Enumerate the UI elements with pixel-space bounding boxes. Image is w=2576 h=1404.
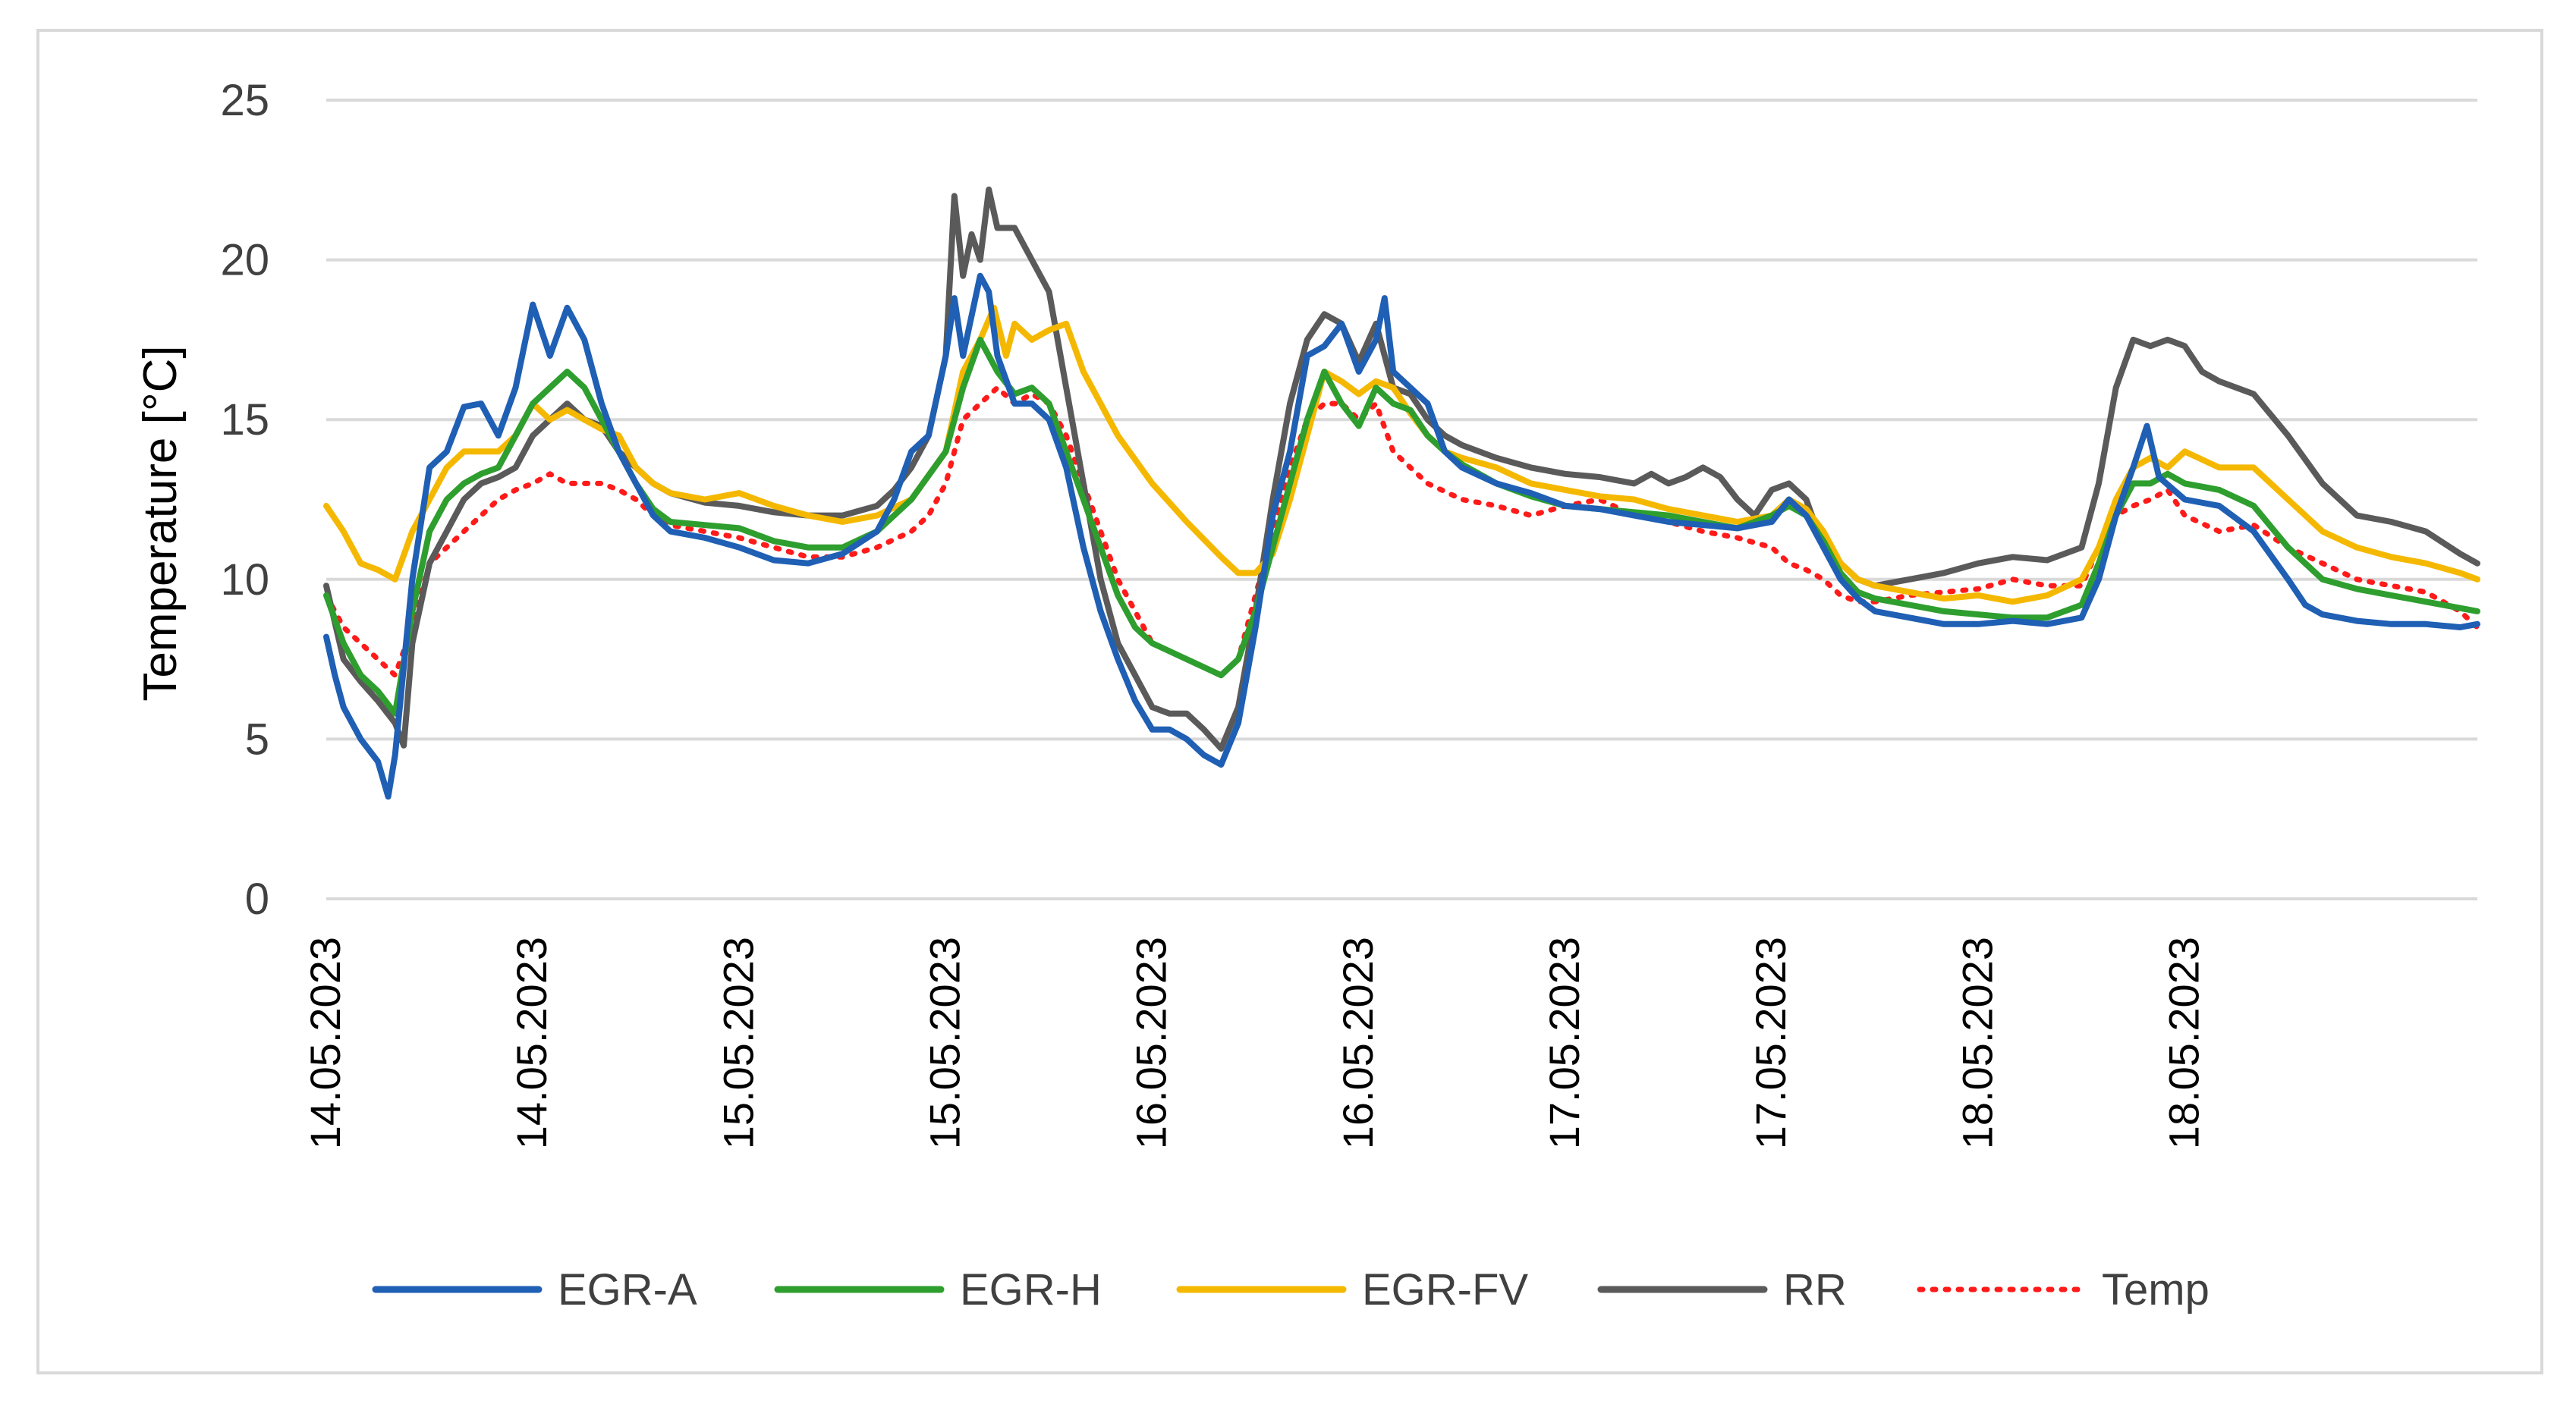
x-tick-label: 18.05.2023 [2159, 937, 2207, 1149]
y-axis-title: Temperature [°C] [134, 345, 187, 701]
series-line-temp [323, 385, 2480, 678]
x-tick-label: 16.05.2023 [1334, 937, 1382, 1149]
x-tick-label: 18.05.2023 [1953, 937, 2001, 1149]
legend-label: EGR-A [558, 1265, 697, 1314]
y-axis-tick-labels: 0 5 10 15 20 25 [220, 76, 269, 924]
x-tick-label: 14.05.2023 [508, 937, 555, 1149]
series-line-egr-a [323, 272, 2480, 800]
y-tick-label: 20 [220, 236, 269, 285]
gridlines [326, 99, 2477, 900]
chart-border [36, 29, 2543, 1374]
legend-label: EGR-H [960, 1265, 1102, 1314]
series-line-egr-h [323, 336, 2480, 717]
series-line-egr-fv [323, 304, 2480, 605]
series-lines [323, 186, 2480, 800]
legend: EGR-A EGR-H EGR-FV RR Temp [372, 1265, 2210, 1314]
x-tick-label: 17.05.2023 [1540, 937, 1588, 1149]
y-tick-label: 5 [245, 715, 269, 764]
legend-label: EGR-FV [1362, 1265, 1528, 1314]
x-tick-label: 14.05.2023 [301, 937, 349, 1149]
x-tick-label: 17.05.2023 [1747, 937, 1794, 1149]
x-tick-label: 16.05.2023 [1128, 937, 1175, 1149]
legend-label: Temp [2102, 1265, 2210, 1314]
y-tick-label: 15 [220, 395, 269, 444]
y-tick-label: 25 [220, 76, 269, 125]
y-tick-label: 10 [220, 555, 269, 605]
y-tick-label: 0 [245, 875, 269, 924]
x-tick-label: 15.05.2023 [714, 937, 762, 1149]
x-tick-label: 15.05.2023 [920, 937, 968, 1149]
x-axis-tick-labels: 14.05.2023 14.05.2023 15.05.2023 15.05.2023… [301, 937, 2207, 1149]
legend-label: RR [1783, 1265, 1847, 1314]
